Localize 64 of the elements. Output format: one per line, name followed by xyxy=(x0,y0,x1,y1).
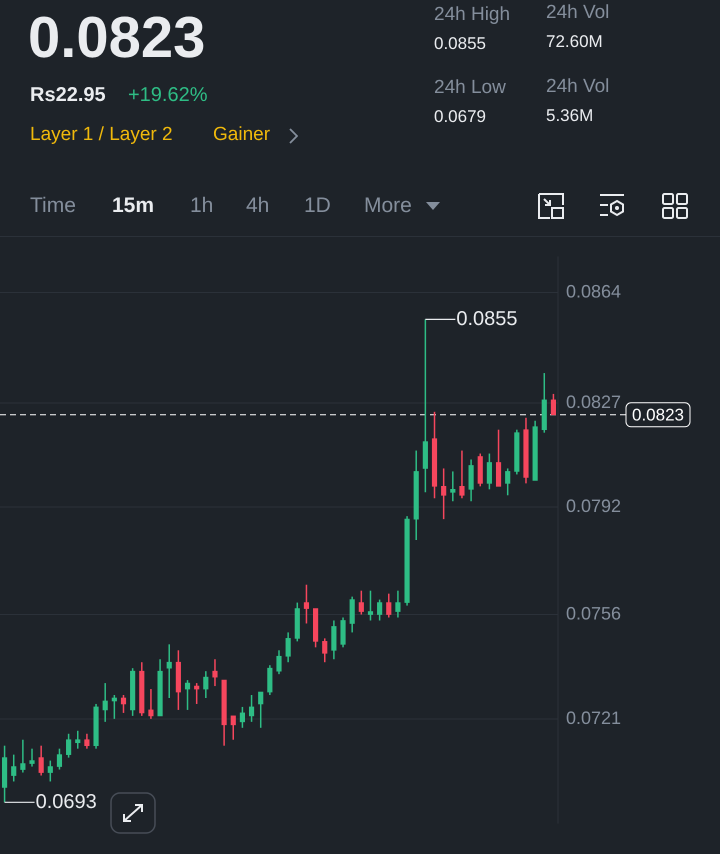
text: 24h Vol xyxy=(546,2,610,24)
candlestick xyxy=(395,590,400,618)
y-tick-label: 0.0721 xyxy=(566,708,622,728)
candlestick xyxy=(358,590,364,616)
candlestick xyxy=(459,450,465,500)
candlestick xyxy=(20,738,26,774)
candlestick xyxy=(212,658,218,687)
text: 4h xyxy=(246,194,270,218)
annotation: 0.0855 xyxy=(456,308,518,330)
candlestick xyxy=(38,744,44,776)
chart-subtitle: Rs22.95 xyxy=(30,84,106,107)
candlestick xyxy=(258,691,264,729)
candlestick xyxy=(166,644,172,699)
y-tick-label: 0.0756 xyxy=(566,603,622,624)
y-tick-label: 0.0864 xyxy=(566,282,622,302)
candlestick xyxy=(377,598,382,622)
candlestick xyxy=(75,730,80,750)
text: 15m xyxy=(112,194,154,218)
text: Time xyxy=(30,194,76,218)
candlestick xyxy=(486,452,492,490)
text: 0.0855 xyxy=(434,34,486,54)
text: Layer 1 / Layer 2 xyxy=(30,124,173,146)
candlestick xyxy=(203,670,208,699)
candlestick xyxy=(304,584,310,624)
candlestick xyxy=(120,694,126,714)
candlestick xyxy=(84,733,90,750)
candlestick xyxy=(386,592,392,618)
candlestick xyxy=(286,632,291,663)
candlestick xyxy=(48,760,53,782)
candlestick xyxy=(322,638,328,663)
candlestick xyxy=(450,470,456,502)
candlestick xyxy=(276,650,282,675)
candlestick xyxy=(148,688,154,720)
text: More xyxy=(364,194,412,218)
text: 0.0679 xyxy=(434,107,486,127)
text: 1h xyxy=(190,194,214,218)
text: 72.60M xyxy=(546,32,603,52)
candlestick xyxy=(184,679,190,711)
candlestick xyxy=(240,706,245,729)
candlestick xyxy=(102,682,108,723)
text: 1D xyxy=(304,194,331,218)
candlestick xyxy=(550,393,556,416)
candlestick xyxy=(11,754,16,782)
text: +19.62% xyxy=(128,84,208,107)
candlestick xyxy=(230,715,236,740)
ref-line-label: 0.0823 xyxy=(632,405,684,424)
candlestick xyxy=(112,694,117,720)
candlestick xyxy=(368,590,374,622)
candlestick xyxy=(505,468,510,496)
text: 5.36M xyxy=(546,106,594,126)
text: 24h Low xyxy=(434,77,506,99)
chart-title: 0.0823 xyxy=(28,4,206,71)
candlestick xyxy=(441,468,446,520)
candlestick xyxy=(194,682,200,705)
text: 24h High xyxy=(434,4,510,26)
annotation: 0.0693 xyxy=(36,790,97,813)
candlestick xyxy=(29,748,35,768)
y-tick-label: 0.0827 xyxy=(566,392,622,412)
y-tick-label: 0.0792 xyxy=(566,496,622,516)
candlestick xyxy=(66,733,72,758)
candlestick xyxy=(248,694,254,723)
candlestick xyxy=(56,748,62,770)
text: 24h Vol xyxy=(546,76,610,98)
text: Gainer xyxy=(213,124,270,146)
